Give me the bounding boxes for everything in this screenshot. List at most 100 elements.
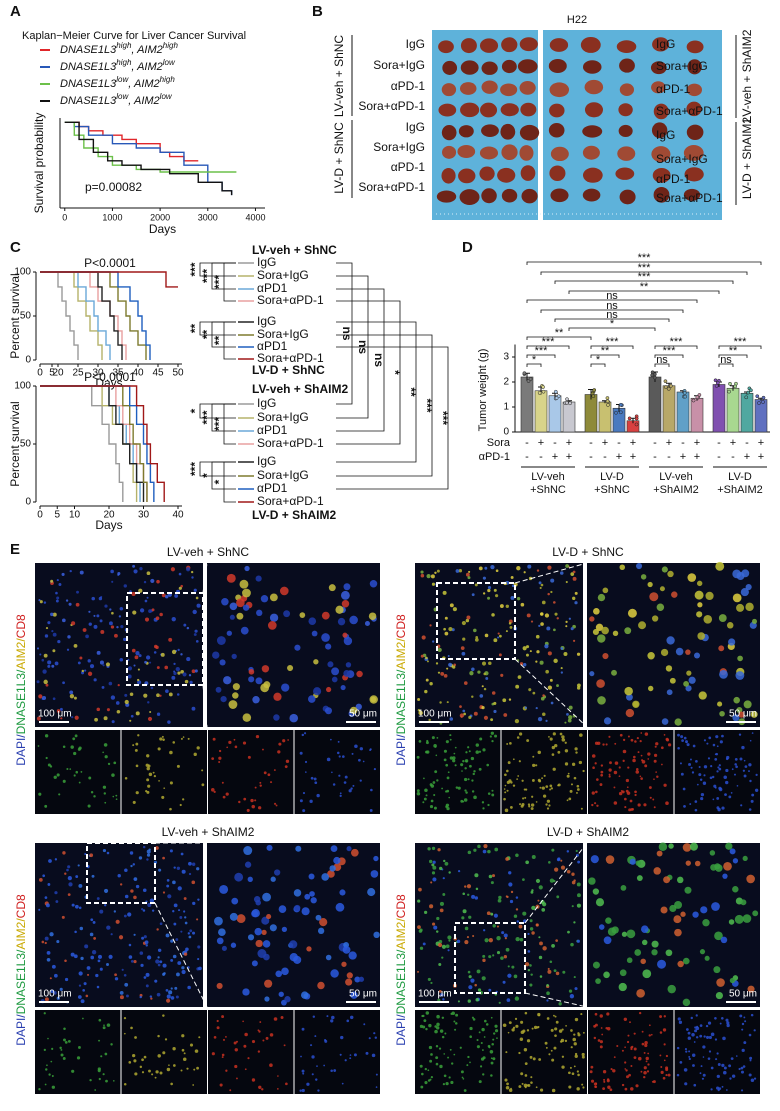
cell [257, 1050, 261, 1053]
cell [229, 602, 238, 611]
cell [553, 969, 557, 973]
cell [315, 1078, 318, 1081]
cell [135, 711, 140, 716]
cell [429, 805, 434, 809]
cell [83, 982, 87, 986]
cell [358, 976, 365, 982]
cell [350, 1015, 354, 1020]
cell [201, 783, 205, 787]
cell [117, 684, 120, 687]
cell [145, 972, 150, 977]
scale-label: 50 μm [349, 709, 377, 720]
cell [299, 1089, 302, 1092]
cell [572, 1037, 577, 1042]
cell [623, 1017, 628, 1022]
cell [751, 618, 758, 624]
cell [116, 709, 121, 714]
cell [458, 569, 463, 573]
cell [299, 612, 306, 618]
cell [438, 962, 442, 967]
cell [684, 886, 692, 894]
comparison-bracket [336, 300, 401, 445]
cell [659, 1054, 662, 1057]
cell [680, 735, 684, 739]
bar [584, 394, 598, 433]
cell [716, 770, 719, 773]
significance: *** [212, 275, 226, 289]
y-axis-label: Percent survival [8, 273, 22, 358]
significance: ns [606, 290, 618, 302]
tumor [519, 37, 538, 52]
cell [553, 601, 556, 604]
cell [717, 807, 721, 812]
cell [516, 778, 519, 781]
cell [189, 680, 193, 685]
cell [250, 798, 254, 803]
cell [443, 749, 447, 753]
tumor [436, 190, 457, 203]
cell [420, 573, 425, 578]
cell [285, 1082, 288, 1086]
cell [694, 860, 701, 867]
cell [580, 807, 583, 810]
cell [521, 802, 525, 807]
cell [498, 653, 502, 657]
cell [475, 636, 479, 639]
cell [160, 652, 165, 657]
cell [708, 1050, 712, 1053]
cell [78, 1046, 81, 1049]
cell [742, 1065, 746, 1068]
cell [554, 867, 559, 872]
cell [59, 1046, 62, 1050]
cell [143, 580, 147, 584]
cell [637, 803, 641, 807]
cell [530, 620, 534, 623]
cell [511, 1028, 515, 1032]
cell [722, 1036, 726, 1041]
cell [152, 771, 155, 774]
cell [335, 605, 344, 614]
cell [573, 1042, 577, 1046]
cell [330, 1019, 334, 1023]
cell [427, 977, 431, 982]
cell [247, 876, 253, 882]
cell [721, 1085, 724, 1088]
cell [591, 791, 595, 795]
cell [736, 571, 745, 581]
cell [45, 683, 49, 687]
row-label: IgG [406, 37, 425, 51]
cell [159, 737, 163, 741]
cell [662, 1076, 666, 1080]
cell [702, 1073, 706, 1077]
cell [706, 742, 709, 745]
cell [177, 886, 182, 891]
image-title: LV-D + ShAIM2 [547, 825, 629, 839]
cell [566, 869, 571, 874]
cell [255, 735, 260, 739]
cell [661, 763, 663, 766]
cell [454, 764, 457, 767]
cell [87, 973, 90, 976]
cell [418, 887, 422, 892]
cell [437, 942, 443, 948]
cell [556, 684, 559, 687]
tumor [686, 83, 702, 97]
factor-value: - [525, 451, 529, 463]
cell [522, 663, 527, 667]
cell [531, 1027, 534, 1030]
cell [266, 844, 273, 851]
cell [164, 665, 169, 670]
cell [558, 1029, 563, 1033]
cell [373, 931, 380, 939]
cell [625, 708, 635, 718]
cell [444, 1032, 447, 1035]
cell [239, 579, 249, 589]
cell [712, 743, 716, 747]
cell [705, 1035, 710, 1039]
factor-value: - [667, 451, 671, 463]
cell [186, 657, 191, 662]
cell [62, 681, 65, 685]
cell [43, 653, 48, 658]
cell [226, 746, 229, 749]
cell [492, 1032, 496, 1035]
